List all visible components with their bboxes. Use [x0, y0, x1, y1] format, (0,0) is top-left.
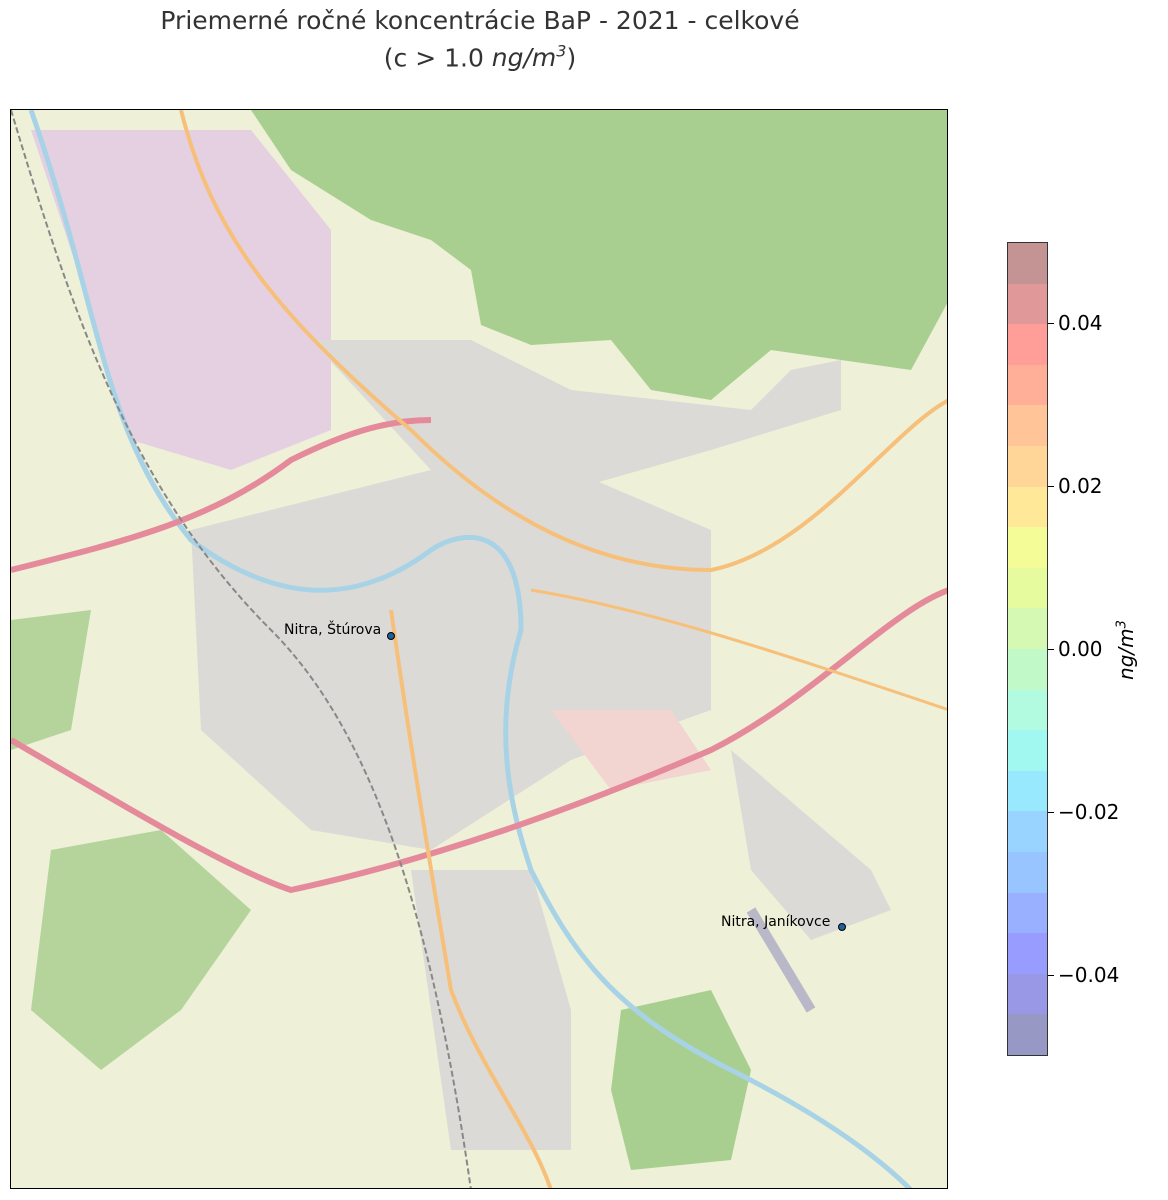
station-marker-janikovce[interactable]	[838, 923, 846, 931]
primary-road	[179, 110, 947, 573]
basemap[interactable]: Nitra, Štúrova Nitra, Janíkovce	[10, 109, 948, 1189]
colorbar-tick-mark	[1048, 486, 1054, 488]
colorbar-tick-mark	[1048, 811, 1054, 813]
colorbar-unit-sup: 3	[1114, 620, 1130, 629]
urban-janikovce	[731, 750, 891, 940]
railway	[11, 110, 472, 1188]
colorbar-band	[1008, 446, 1047, 488]
forest-zobor	[251, 110, 947, 400]
colorbar-band	[1008, 608, 1047, 650]
urban-area	[191, 470, 711, 850]
colorbar-band	[1008, 527, 1047, 569]
colorbar-tick-label: 0.00	[1058, 637, 1103, 661]
urban-south	[411, 870, 571, 1150]
colorbar-band	[1008, 405, 1047, 447]
primary-road-east	[530, 588, 947, 711]
colorbar-label: ng/m3	[1114, 620, 1138, 680]
colorbar-band	[1008, 283, 1047, 326]
colorbar-band	[1008, 892, 1047, 935]
forest	[611, 990, 751, 1170]
forest	[11, 610, 91, 750]
forest	[31, 830, 251, 1070]
colorbar-band	[1008, 364, 1047, 407]
colorbar-tick-label: −0.04	[1058, 962, 1120, 987]
colorbar-tick-mark	[1048, 649, 1054, 650]
motorway-r1-north	[11, 417, 432, 573]
colorbar-band	[1008, 933, 1047, 975]
colorbar-tick-label: −0.02	[1058, 799, 1120, 824]
basemap-tiles	[11, 110, 947, 1188]
colorbar-band	[1008, 243, 1047, 285]
colorbar-band	[1008, 973, 1047, 1016]
map-title: Priemerné ročné koncentrácie BaP - 2021 …	[160, 6, 800, 35]
subtitle-prefix: (c > 1.0	[383, 43, 492, 73]
colorbar-unit: ng/m	[1114, 628, 1138, 680]
colorbar-band	[1008, 689, 1047, 732]
colorbar-band	[1008, 1014, 1047, 1055]
industrial-park	[31, 130, 331, 470]
colorbar-band	[1008, 811, 1047, 853]
colorbar	[1007, 242, 1048, 1056]
colorbar-band	[1008, 324, 1047, 366]
colorbar-band	[1008, 649, 1047, 691]
colorbar-tick-label: 0.02	[1058, 474, 1103, 499]
colorbar-band	[1008, 486, 1047, 529]
subtitle-unit: ng/m	[491, 43, 557, 73]
subtitle-suffix: )	[566, 43, 577, 73]
colorbar-tick-mark	[1048, 974, 1054, 976]
station-label-sturova: Nitra, Štúrova	[284, 622, 382, 638]
subtitle-unit-sup: 3	[556, 42, 567, 61]
airfield-runway	[746, 907, 816, 1013]
colorbar-band	[1008, 730, 1047, 772]
motorway-r1	[11, 587, 947, 894]
colorbar-band	[1008, 770, 1047, 813]
primary-road-south	[389, 609, 553, 1188]
river-nitra	[28, 110, 913, 1188]
map-subtitle: (c > 1.0 ng/m3)	[0, 42, 960, 72]
urban-area	[311, 340, 841, 490]
colorbar-tick-label: 0.04	[1058, 311, 1103, 336]
colorbar-band	[1008, 567, 1047, 610]
station-marker-sturova[interactable]	[387, 632, 395, 640]
colorbar-band	[1008, 852, 1047, 894]
colorbar-tick-mark	[1048, 323, 1054, 325]
station-label-janikovce: Nitra, Janíkovce	[721, 914, 831, 930]
